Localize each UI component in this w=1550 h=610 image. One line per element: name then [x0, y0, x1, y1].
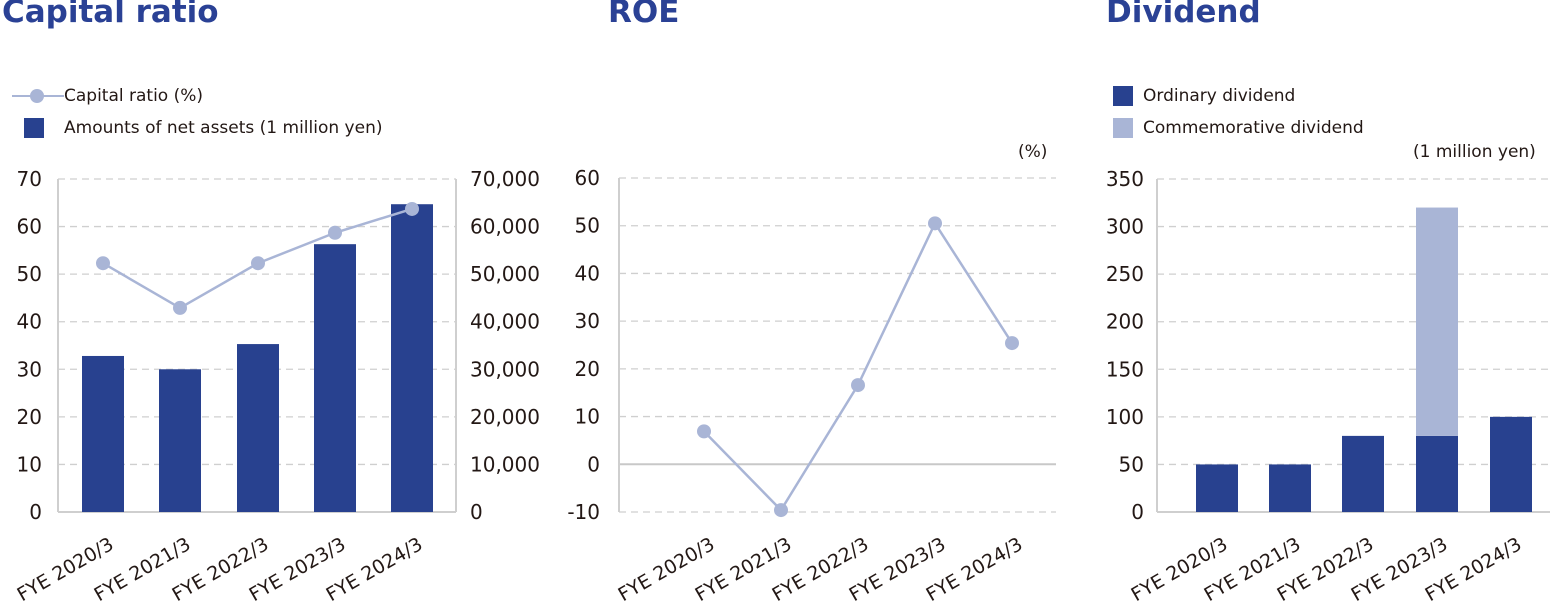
- legend-label: Capital ratio (%): [64, 86, 204, 106]
- y-tick-label: 50: [575, 214, 600, 238]
- bar-swatch-icon: [1113, 86, 1133, 106]
- y-right-tick-label: 0: [470, 500, 483, 524]
- y-tick-label: 20: [575, 357, 600, 381]
- y-tick-label: 100: [1106, 405, 1144, 429]
- y-tick-label: 40: [17, 310, 42, 334]
- bar-swatch-light-icon: [1113, 118, 1133, 138]
- bar-ordinary-dividend: [1416, 435, 1458, 512]
- y-tick-label: 0: [1131, 500, 1144, 524]
- roe-panel: ROE (%) -10 0 10 20 30 40 50 60 FYE 2020/3 FYE 20…: [560, 0, 1060, 610]
- y-tick-label: 50: [17, 262, 42, 286]
- roe-title: ROE: [608, 0, 680, 30]
- bar-net-assets: [314, 244, 356, 512]
- roe-unit-label: (%): [1018, 142, 1048, 162]
- y-tick-label: 30: [575, 309, 600, 333]
- y-tick-label: 0: [587, 452, 600, 476]
- y-tick-label: 70: [17, 167, 42, 191]
- y-right-tick-label: 70,000: [470, 167, 540, 191]
- bar-net-assets: [82, 355, 124, 512]
- capital-ratio-point: [405, 201, 419, 216]
- y-right-tick-label: 10,000: [470, 452, 540, 476]
- bar-swatch-icon: [24, 118, 44, 138]
- y-right-tick-label: 60,000: [470, 215, 540, 239]
- bar-ordinary-dividend: [1196, 464, 1238, 512]
- legend-item-commemorative: Commemorative dividend: [1113, 112, 1364, 144]
- bar-net-assets: [237, 344, 279, 512]
- dividend-panel: Dividend Ordinary dividend Commemorative…: [1080, 0, 1550, 610]
- legend-item-ordinary: Ordinary dividend: [1113, 80, 1364, 112]
- y-tick-label: 20: [17, 405, 42, 429]
- y-tick-label: 300: [1106, 215, 1144, 239]
- y-tick-label: 30: [17, 357, 42, 381]
- dividend-title: Dividend: [1106, 0, 1261, 30]
- y-tick-label: 60: [17, 215, 42, 239]
- y-right-tick-label: 40,000: [470, 310, 540, 334]
- y-tick-label: 40: [575, 261, 600, 285]
- capital-ratio-title: Capital ratio: [2, 0, 219, 30]
- y-right-tick-label: 50,000: [470, 262, 540, 286]
- y-tick-label: 350: [1106, 167, 1144, 191]
- capital-ratio-legend: Capital ratio (%) Amounts of net assets …: [12, 80, 382, 144]
- capital-ratio-point: [96, 256, 110, 271]
- roe-point: [851, 378, 865, 393]
- legend-item-net-assets: Amounts of net assets (1 million yen): [12, 112, 382, 144]
- bar-ordinary-dividend: [1269, 464, 1311, 512]
- y-tick-label: 0: [29, 500, 42, 524]
- capital-ratio-point: [173, 300, 187, 315]
- capital-ratio-point: [251, 256, 265, 271]
- y-tick-label: 150: [1106, 357, 1144, 381]
- dividend-unit-label: (1 million yen): [1413, 142, 1536, 162]
- roe-point: [928, 216, 942, 231]
- legend-label: Amounts of net assets (1 million yen): [64, 118, 383, 138]
- y-tick-label: 60: [575, 166, 600, 190]
- y-tick-label: 10: [17, 452, 42, 476]
- dividend-legend: Ordinary dividend Commemorative dividend: [1113, 80, 1364, 144]
- y-tick-label: -10: [567, 500, 600, 524]
- bar-ordinary-dividend: [1490, 416, 1532, 512]
- legend-item-capital-ratio: Capital ratio (%): [12, 80, 382, 112]
- y-right-tick-label: 30,000: [470, 357, 540, 381]
- y-tick-label: 250: [1106, 262, 1144, 286]
- capital-ratio-panel: Capital ratio Capital ratio (%) Amounts …: [0, 0, 560, 610]
- y-tick-label: 10: [575, 405, 600, 429]
- bar-net-assets: [159, 369, 201, 512]
- roe-point: [1005, 336, 1019, 351]
- capital-ratio-point: [328, 225, 342, 240]
- bar-ordinary-dividend: [1342, 435, 1384, 512]
- legend-label: Commemorative dividend: [1143, 118, 1364, 138]
- y-right-tick-label: 20,000: [470, 405, 540, 429]
- legend-label: Ordinary dividend: [1143, 86, 1296, 106]
- roe-point: [774, 503, 788, 518]
- line-marker-icon: [12, 86, 64, 106]
- roe-point: [697, 424, 711, 439]
- roe-line: [703, 220, 1014, 513]
- bar-commemorative-dividend: [1416, 207, 1458, 436]
- y-tick-label: 50: [1119, 452, 1144, 476]
- capital-ratio-chart: 0 10 20 30 40 50 60 70 0 10,000 20,000 30,000 40,000…: [13, 167, 540, 606]
- bar-net-assets: [391, 204, 433, 512]
- y-tick-label: 200: [1106, 310, 1144, 334]
